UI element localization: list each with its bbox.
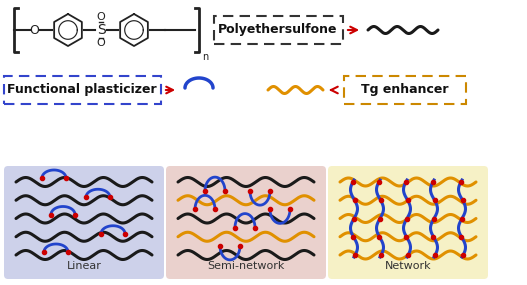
FancyBboxPatch shape (4, 166, 164, 279)
Text: Polyethersulfone: Polyethersulfone (218, 23, 338, 36)
Text: S: S (96, 23, 105, 37)
Text: O: O (96, 38, 105, 48)
Text: Semi-network: Semi-network (207, 261, 285, 271)
FancyBboxPatch shape (166, 166, 326, 279)
Text: O: O (96, 12, 105, 22)
Text: Linear: Linear (66, 261, 101, 271)
Text: n: n (202, 52, 208, 62)
Text: Tg enhancer: Tg enhancer (361, 84, 449, 97)
Text: O: O (29, 23, 39, 36)
Text: Network: Network (385, 261, 431, 271)
FancyBboxPatch shape (328, 166, 488, 279)
Text: Functional plasticizer: Functional plasticizer (7, 84, 157, 97)
